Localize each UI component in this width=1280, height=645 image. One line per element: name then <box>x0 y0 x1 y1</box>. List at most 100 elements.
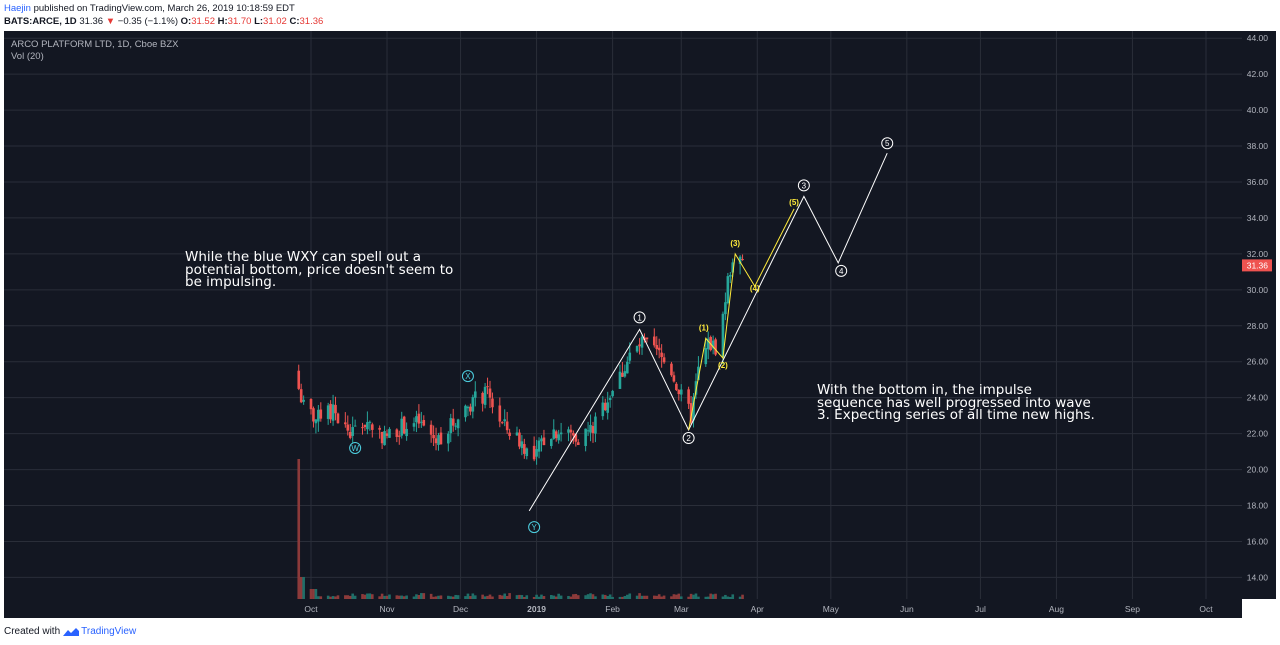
symbol-resolution: BATS:ARCE, 1D <box>4 16 77 27</box>
candle-body <box>724 302 727 315</box>
candle-body <box>687 389 690 404</box>
volume-bar <box>464 596 467 599</box>
volume-bar <box>473 595 477 599</box>
volume-bar <box>312 589 315 599</box>
wave-label-yellow: (3) <box>730 239 740 248</box>
volume-bar <box>336 595 340 599</box>
y-tick-label: 28.00 <box>1247 321 1269 331</box>
candle-body <box>344 422 347 425</box>
candle-body <box>454 425 457 427</box>
candle-body <box>606 402 609 413</box>
volume-bar <box>525 595 529 599</box>
candle-body <box>525 448 529 457</box>
candle-body <box>405 428 408 437</box>
volume-bar <box>608 594 612 599</box>
candle-body <box>486 386 489 388</box>
candle-body <box>594 416 597 434</box>
candle-body <box>434 438 438 444</box>
candle-body <box>523 444 526 454</box>
candle-body <box>741 259 744 261</box>
candle-body <box>395 429 399 437</box>
volume-bar <box>486 595 489 599</box>
candle-body <box>623 371 627 377</box>
y-tick-label: 22.00 <box>1247 429 1269 439</box>
volume-bar <box>299 577 303 599</box>
candle-body <box>567 429 570 433</box>
candle-body <box>422 419 426 426</box>
close-label: C: <box>289 16 300 27</box>
candle-body <box>456 419 460 429</box>
candle-body <box>535 449 538 457</box>
candle-body <box>481 392 484 404</box>
x-tick-label: Jul <box>975 604 986 614</box>
candle-body <box>420 421 423 423</box>
candle-body <box>726 276 730 304</box>
y-tick-label: 44.00 <box>1247 33 1269 43</box>
wave-label-blue: X <box>465 372 471 381</box>
volume-bar <box>706 596 710 599</box>
candle-body <box>706 338 710 350</box>
volume-bar <box>537 596 541 599</box>
candle-body <box>309 399 313 410</box>
volume-bar <box>314 589 318 599</box>
candle-body <box>302 399 305 402</box>
candle-body <box>334 404 337 414</box>
candle-body <box>714 339 717 355</box>
open-value: 31.52 <box>191 16 215 27</box>
low-label: L: <box>254 16 264 27</box>
annotation-note-2[interactable]: With the bottom in, the impulse sequence… <box>817 382 1095 423</box>
candle-body <box>471 397 475 412</box>
volume-bar <box>726 596 730 599</box>
volume-bar <box>402 596 406 599</box>
candle-body <box>603 402 607 411</box>
down-arrow-icon: ▼ <box>105 16 116 27</box>
candle-body <box>378 427 381 430</box>
candle-body <box>540 438 543 442</box>
candle-body <box>731 262 735 273</box>
tradingview-link[interactable]: TradingView <box>63 626 136 637</box>
candle-body <box>432 435 435 439</box>
volume-bar <box>672 594 676 599</box>
candle-body <box>569 429 573 433</box>
volume-bar <box>520 595 524 599</box>
volume-bar <box>714 593 717 599</box>
candle-body <box>589 424 592 433</box>
price-axis[interactable] <box>1242 31 1276 599</box>
candle-body <box>532 445 536 460</box>
volume-bar <box>652 595 656 599</box>
candle-body <box>618 371 622 389</box>
volume-bar <box>297 459 301 599</box>
volume-bar <box>326 595 330 599</box>
volume-bar <box>348 595 352 599</box>
volume-bar <box>675 594 678 599</box>
annotation-note-1[interactable]: While the blue WXY can spell out a poten… <box>185 249 454 290</box>
wave-label-yellow: (1) <box>699 323 709 332</box>
candle-body <box>439 432 443 445</box>
y-tick-label: 14.00 <box>1247 572 1269 582</box>
volume-bar <box>378 596 381 599</box>
volume-bar <box>586 594 590 599</box>
volume-bar <box>329 596 332 599</box>
candle-body <box>628 352 632 361</box>
author-link[interactable]: Haejin <box>4 3 31 14</box>
volume-bar <box>645 595 649 599</box>
wave-line-white <box>528 152 888 512</box>
candle-body <box>397 435 401 437</box>
volume-bar <box>388 594 391 599</box>
chart-pane[interactable] <box>4 31 1242 618</box>
volume-bar <box>542 596 546 599</box>
volume-bar <box>611 596 614 599</box>
high-value: 31.70 <box>227 16 252 27</box>
y-tick-label: 42.00 <box>1247 69 1269 79</box>
wave-label-white: 1 <box>637 313 642 322</box>
candle-body <box>449 418 453 434</box>
created-with-text: Created with <box>4 626 61 637</box>
y-tick-label: 30.00 <box>1247 285 1269 295</box>
candle-body <box>412 423 416 427</box>
volume-bar <box>500 595 504 599</box>
volume-bar <box>302 577 305 599</box>
volume-bar <box>640 595 644 599</box>
wave-label-circle <box>835 264 848 277</box>
volume-bar <box>397 595 401 599</box>
volume-bar <box>635 595 639 599</box>
